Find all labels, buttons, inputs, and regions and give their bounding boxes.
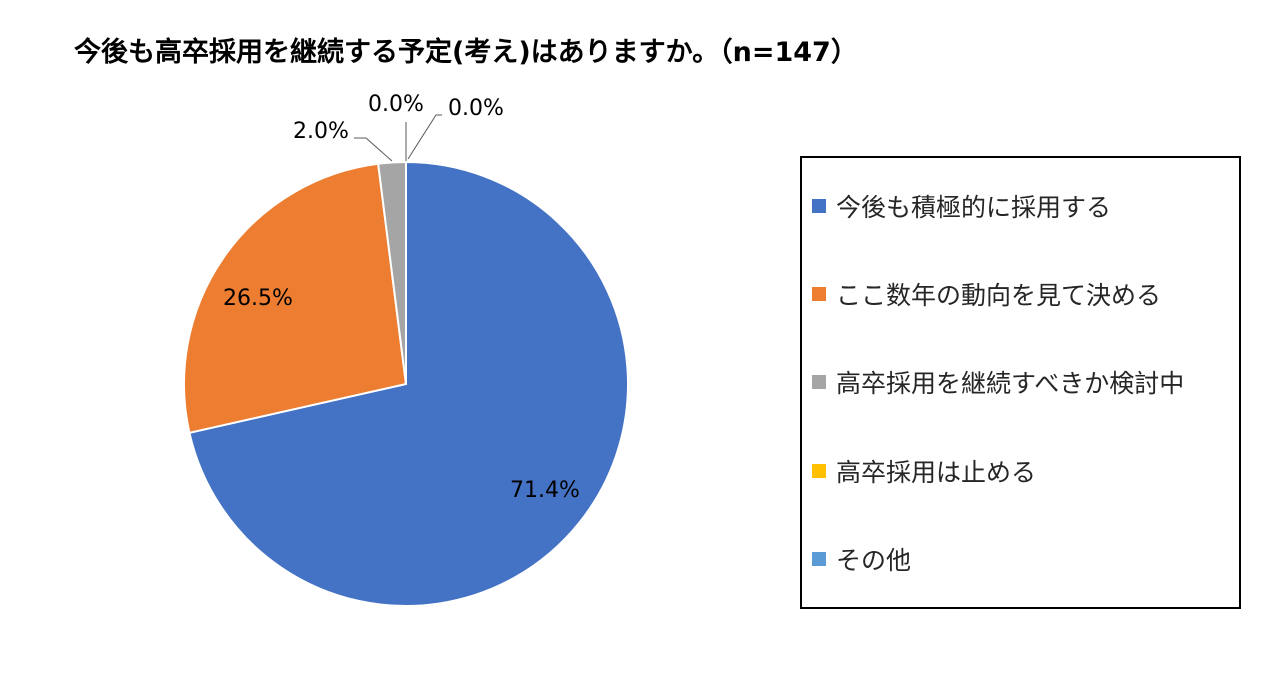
legend-swatch (812, 199, 826, 214)
legend-item: ここ数年の動向を見て決める (812, 276, 1239, 312)
data-label: 0.0% (368, 92, 424, 117)
legend-item: 今後も積極的に採用する (812, 188, 1239, 224)
data-label: 71.4% (510, 478, 580, 503)
data-label: 2.0% (293, 119, 349, 144)
legend-swatch (812, 551, 826, 566)
legend-label: 高卒採用は止める (836, 457, 1037, 487)
legend-label: 今後も積極的に採用する (836, 193, 1112, 223)
legend-swatch (812, 463, 826, 478)
pie-slice (188, 160, 629, 607)
legend-item: 高卒採用は止める (812, 453, 1239, 489)
data-label: 0.0% (448, 96, 504, 121)
legend: 今後も積極的に採用する ここ数年の動向を見て決める 高卒採用を継続すべきか検討中… (800, 156, 1241, 609)
legend-label: ここ数年の動向を見て決める (836, 281, 1162, 311)
chart-title: 今後も高卒採用を継続する予定(考え)はありますか。（n=147） (74, 37, 858, 68)
pie-slices (183, 160, 629, 607)
pie-slice (183, 162, 408, 435)
pie-slice (377, 160, 407, 385)
legend-swatch (812, 375, 826, 390)
legend-item: 高卒採用を継続すべきか検討中 (812, 364, 1239, 400)
leader-lines (354, 114, 442, 162)
legend-item: その他 (812, 541, 1239, 577)
legend-label: その他 (836, 545, 912, 575)
legend-label: 高卒採用を継続すべきか検討中 (836, 369, 1185, 399)
leader-line (354, 137, 393, 162)
leader-line (407, 114, 442, 160)
data-labels: 71.4% 26.5% 2.0% 0.0% 0.0% (223, 92, 580, 503)
legend-swatch (812, 287, 826, 302)
data-label: 26.5% (223, 286, 293, 311)
